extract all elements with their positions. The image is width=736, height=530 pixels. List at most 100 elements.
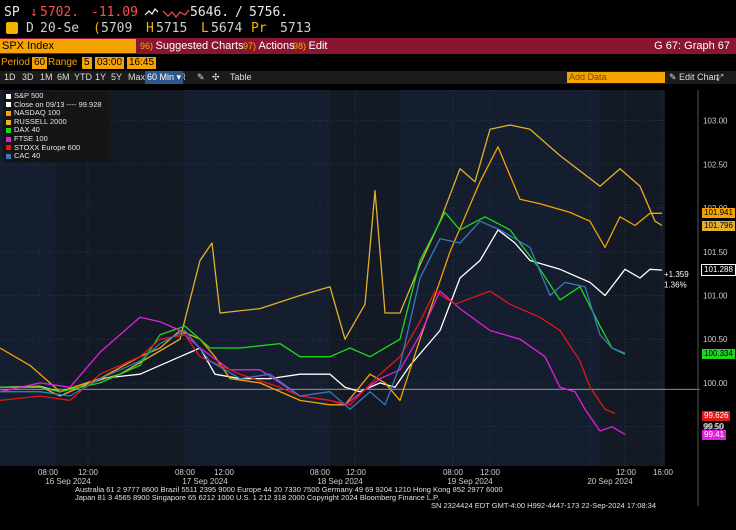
pencil-icon: ✎ [669,72,680,82]
title-bar: SPX Index 96) Suggested Charts 97) Actio… [0,38,736,54]
high-price: 5715 [156,21,188,36]
chart-area[interactable]: 103.00102.50102.00101.50101.00100.50100.… [0,84,736,530]
line-chart-icon[interactable]: ⌇ [182,72,187,82]
legend-item[interactable]: STOXX Europe 600 [6,142,106,153]
y-tick-label: 99.50 [703,423,724,432]
footer-line-1: Australia 61 2 9777 8600 Brazil 5511 239… [75,485,503,494]
legend-item[interactable]: FTSE 100 [6,133,106,144]
legend-swatch [6,128,11,134]
chart-legend: S&P 500 Close on 09/13 ---- 99.928 NASDAQ … [3,91,109,162]
table-button[interactable]: Table [230,72,252,82]
legend-swatch [6,153,11,159]
edit-menu[interactable]: 98) Edit [293,40,328,52]
menu-arrow-icon: 98) [293,41,309,51]
legend-swatch [6,93,11,99]
time-dash: - [120,57,124,68]
range-1d[interactable]: 1D [4,72,16,82]
legend-label: FTSE 100 [14,133,48,143]
graph-label: G 67: Graph 67 [654,40,730,52]
prev-label: Pr [251,21,267,36]
range-ytd[interactable]: YTD [74,72,92,82]
range-field[interactable]: 5 [82,57,92,69]
chart-toolbar: 1D 3D 1M 6M YTD 1Y 5Y Max 60 Min ▾ ⌇ ✎ ✣… [0,71,736,84]
last-value-tag: 99.41 [702,429,727,440]
legend-label: CAC 40 [14,151,41,161]
quote-date: 20-Se [40,21,80,36]
y-tick-label: 102.50 [703,160,728,169]
down-arrow-icon: ↓ [30,5,38,20]
legend-item[interactable]: Close on 09/13 ---- 99.928 [6,100,106,110]
change-annotation: +1.359 [664,270,689,279]
edit-chart-button[interactable]: ✎ Edit Chart [669,72,720,82]
ticker-input[interactable]: SPX Index [0,39,136,53]
series-line [0,220,626,410]
y-tick-label: 100.50 [703,335,728,344]
dropdown-arrow-icon: ▾ [176,72,182,82]
last-value-tag: 99.626 [702,410,731,421]
x-tick-label: 08:00 [310,468,331,477]
pct-annotation: 1.36% [664,281,687,290]
y-tick-label: 101.50 [703,248,728,257]
legend-item[interactable]: DAX 40 [6,126,106,135]
footer-line-3: SN 2324424 EDT GMT-4:00 H992-4447-173 22… [431,501,657,510]
y-tick-label: 101.00 [703,291,728,300]
x-tick-label: 12:00 [346,468,367,477]
legend-item[interactable]: S&P 500 [6,91,106,101]
range-1m[interactable]: 1M [40,72,53,82]
settings-icon[interactable]: ✣ [212,72,220,82]
x-tick-label: 12:00 [480,468,501,477]
range-3d[interactable]: 3D [22,72,34,82]
suggested-charts-menu[interactable]: 96) Suggested Charts [140,40,244,52]
open-label-icon: ( [93,21,101,36]
legend-item[interactable]: NASDAQ 100 [6,109,106,118]
last-value-tag: 101.941 [702,208,735,219]
x-tick-label: 12:00 [78,468,99,477]
last-value-tag: 101.796 [702,220,735,231]
range-5y[interactable]: 5Y [111,72,123,82]
y-tick-label: 100.00 [703,379,728,388]
series-line [0,146,662,406]
time-to-field[interactable]: 16:45 [127,57,157,69]
x-day-label: 16 Sep 2024 [45,477,91,486]
series-line [0,124,663,397]
series-line [0,211,626,393]
legend-label: NASDAQ 100 [14,108,61,118]
range-1y[interactable]: 1Y [95,72,107,82]
alert-icon[interactable] [6,22,18,34]
day-high: 5646. [190,5,230,20]
footer: Australia 61 2 9777 8600 Brazil 5511 239… [75,486,735,510]
range-label: Range [48,57,78,68]
add-data-input[interactable]: Add Data [567,72,665,83]
x-day-label: 17 Sep 2024 [182,477,228,486]
last-value-tag: 99.50 [704,421,725,431]
legend-item[interactable]: CAC 40 [6,152,106,161]
x-day-label: 20 Sep 2024 [587,477,633,486]
low-label: L [201,21,209,36]
legend-label: S&P 500 [14,91,44,100]
interval-dropdown[interactable]: 60 Min ▾ [145,71,184,84]
series-line [0,290,626,436]
range-max[interactable]: Max [128,72,146,82]
last-value-tag: 100.334 [702,348,735,359]
net-change: -11.09 [91,5,138,20]
last-value-tag: 101.288 [701,264,736,277]
x-tick-label: 12:00 [616,468,637,477]
x-tick-label: 16:00 [653,468,674,477]
legend-swatch [6,119,11,125]
period-field[interactable]: 60 [32,57,48,69]
y-tick-label: 103.00 [703,117,728,126]
time-from-field[interactable]: 03:00 [95,57,125,69]
x-day-label: 19 Sep 2024 [447,477,493,486]
legend-swatch [6,136,11,142]
legend-swatch [6,102,11,108]
legend-label: STOXX Europe 600 [14,142,81,152]
expand-icon[interactable]: ⤢ [716,72,724,82]
range-6m[interactable]: 6M [57,72,70,82]
x-tick-label: 08:00 [443,468,464,477]
legend-item[interactable]: RUSSELL 2000 [6,117,106,127]
prev-price: 5713 [280,21,312,36]
actions-menu[interactable]: 97) Actions [243,40,295,52]
sparkline-icon [144,8,190,18]
x-tick-label: 08:00 [38,468,59,477]
draw-tool-icon[interactable]: ✎ [197,72,205,82]
